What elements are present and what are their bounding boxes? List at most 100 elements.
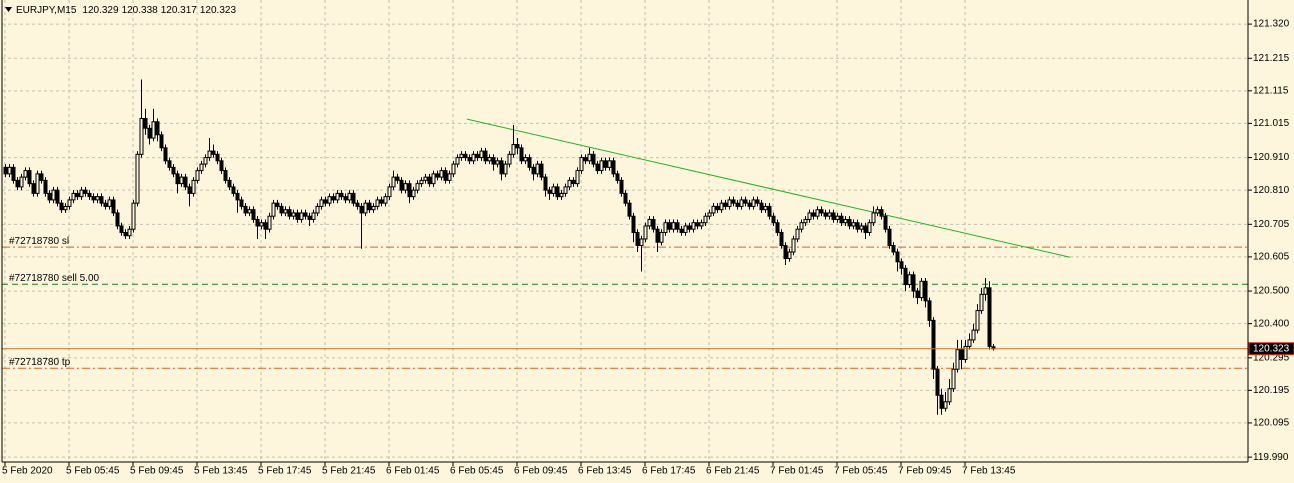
- candle-body: [179, 176, 184, 185]
- candle-body: [371, 205, 376, 211]
- candle-body: [171, 166, 176, 175]
- x-tick-label: 5 Feb 09:45: [130, 466, 184, 477]
- candle-body: [703, 215, 708, 224]
- candle-body: [279, 205, 284, 214]
- candle-body: [359, 205, 364, 214]
- candle-body: [263, 222, 268, 230]
- candle-body: [895, 251, 900, 263]
- candle-body: [431, 173, 436, 185]
- candle-body: [695, 222, 700, 227]
- candle-body: [443, 170, 448, 181]
- candle-body: [59, 202, 64, 211]
- candle-body: [147, 127, 152, 139]
- candle-body: [87, 192, 92, 198]
- candle-body: [291, 212, 296, 217]
- candle-body: [907, 274, 912, 286]
- candle-body: [647, 218, 652, 227]
- candle-body: [163, 147, 168, 162]
- candle-body: [75, 192, 80, 198]
- x-tick-label: 6 Feb 05:45: [450, 466, 504, 477]
- candle-body: [447, 173, 452, 181]
- candle-body: [191, 179, 196, 194]
- candle-body: [143, 118, 148, 129]
- candle-body: [515, 144, 520, 149]
- candle-body: [195, 170, 200, 181]
- candle-body: [111, 199, 116, 214]
- candle-body: [879, 209, 884, 217]
- candle-body: [659, 231, 664, 243]
- candle-body: [39, 173, 44, 181]
- candle-body: [15, 179, 20, 188]
- candle-body: [395, 176, 400, 181]
- candle-body: [67, 199, 72, 207]
- candle-body: [471, 153, 476, 162]
- plot-area: #72718780 sl #72718780 sell 5.00 #72718780…: [2, 0, 1248, 462]
- candle-body: [651, 218, 656, 230]
- candle-body: [107, 199, 112, 207]
- candle-body: [779, 231, 784, 246]
- candle-body: [867, 222, 872, 233]
- order-level-label: #72718780 sell 5.00: [9, 273, 100, 284]
- candle-body: [23, 170, 28, 178]
- candle-body: [103, 202, 108, 207]
- menu-arrow[interactable]: [5, 7, 12, 12]
- x-tick-label: 7 Feb 05:45: [834, 466, 888, 477]
- candle-body: [91, 196, 96, 201]
- candle-body: [987, 287, 992, 347]
- candle-body: [735, 202, 740, 207]
- x-tick-label: 6 Feb 21:45: [706, 466, 760, 477]
- candle-body: [687, 225, 692, 230]
- candle-body: [115, 212, 120, 227]
- candle-body: [951, 368, 956, 390]
- candle-body: [299, 212, 304, 220]
- candle-body: [183, 176, 188, 188]
- candle-body: [759, 202, 764, 211]
- x-tick-label: 5 Feb 2020: [2, 466, 53, 477]
- candle-body: [607, 160, 612, 168]
- candle-body: [535, 163, 540, 175]
- candle-body: [287, 209, 292, 217]
- candle-body: [595, 163, 600, 172]
- candle-body: [803, 218, 808, 224]
- candle-body: [31, 183, 36, 194]
- candle-body: [963, 345, 968, 360]
- candle-body: [363, 202, 368, 214]
- candle-body: [203, 157, 208, 165]
- candle-body: [787, 251, 792, 260]
- x-tick-label: 5 Feb 13:45: [194, 466, 248, 477]
- candle-body: [323, 199, 328, 204]
- candle-body: [483, 150, 488, 162]
- candle-body: [303, 212, 308, 217]
- candle-body: [419, 179, 424, 185]
- candle-body: [519, 147, 524, 162]
- y-tick-label: 120.810: [1253, 185, 1290, 196]
- candle-body: [711, 205, 716, 214]
- candle-body: [923, 280, 928, 302]
- candle-body: [575, 170, 580, 185]
- candle-body: [619, 179, 624, 194]
- candle-body: [815, 209, 820, 217]
- candle-body: [551, 186, 556, 194]
- x-tick-label: 5 Feb 21:45: [322, 466, 376, 477]
- candle-body: [851, 222, 856, 227]
- candle-body: [51, 189, 56, 201]
- candle-body: [807, 212, 812, 220]
- candle-body: [307, 215, 312, 220]
- candle-body: [839, 215, 844, 224]
- x-tick-label: 6 Feb 09:45: [514, 466, 568, 477]
- x-tick-label: 7 Feb 01:45: [770, 466, 824, 477]
- candle-body: [583, 157, 588, 162]
- candle-body: [727, 199, 732, 207]
- candle-body: [775, 222, 780, 233]
- candle-body: [43, 179, 48, 194]
- candle-body: [843, 218, 848, 224]
- candle-body: [855, 222, 860, 230]
- candle-body: [611, 160, 616, 175]
- y-tick-label: 120.095: [1253, 418, 1290, 429]
- candle-body: [627, 202, 632, 217]
- y-tick-label: 120.500: [1253, 286, 1290, 297]
- x-tick-label: 6 Feb 17:45: [642, 466, 696, 477]
- candle-body: [903, 267, 908, 286]
- candle-body: [967, 339, 972, 347]
